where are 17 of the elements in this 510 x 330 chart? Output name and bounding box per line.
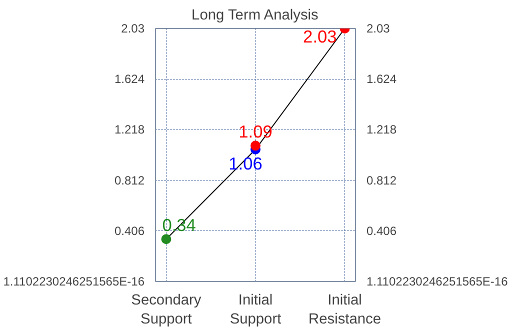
y-tick-label: 1.218 [114, 122, 145, 137]
y2-tick-label: 0.812 [366, 173, 397, 188]
x-tick-label: Initial Resistance [308, 292, 382, 328]
y-tick-label: 0.812 [114, 173, 145, 188]
y-tick-label: 1.1102230246251565E-16 [3, 274, 145, 288]
y2-tick-label: 1.218 [366, 122, 397, 137]
y2-tick-label: 0.406 [366, 224, 397, 238]
data-label: 2.03 [303, 26, 337, 46]
y-tick-label: 2.03 [121, 22, 145, 36]
x-tick-label: Initial Support [230, 292, 282, 328]
x-tick-label: Secondary Support [131, 292, 202, 328]
chart-title: Long Term Analysis [192, 8, 318, 24]
y2-tick-label: 1.1102230246251565E-16 [366, 274, 508, 288]
y2-tick-label: 1.624 [366, 72, 397, 86]
y-tick-label: 0.406 [114, 224, 145, 238]
y2-tick-label: 2.03 [366, 22, 390, 36]
y-tick-label: 1.624 [114, 72, 145, 86]
